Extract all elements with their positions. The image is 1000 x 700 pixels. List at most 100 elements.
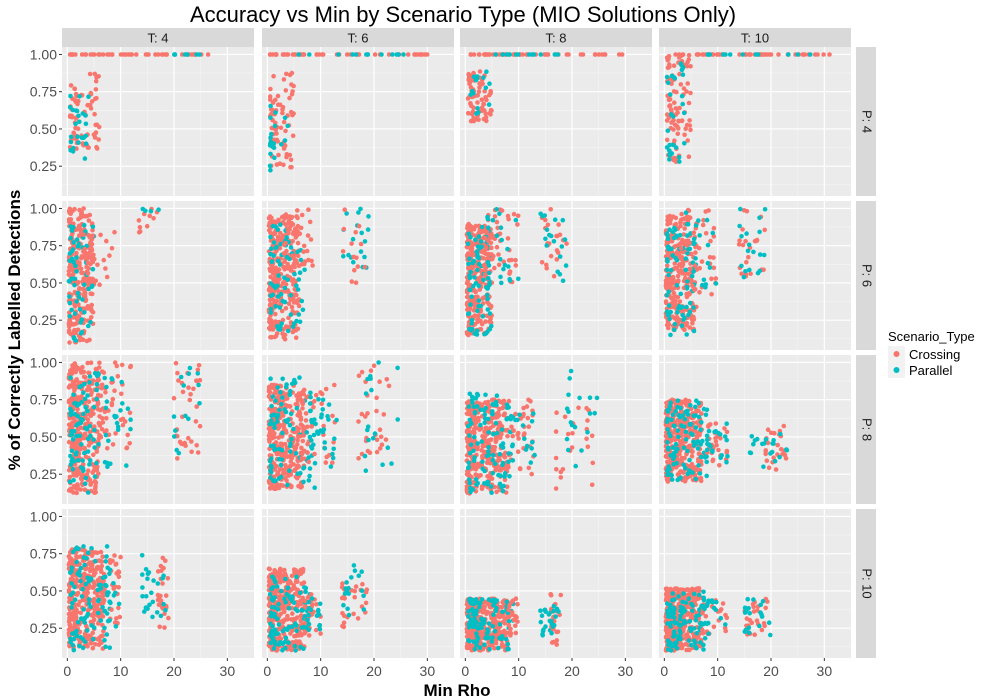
data-point	[268, 376, 273, 382]
data-point	[672, 100, 677, 105]
data-point	[272, 219, 277, 224]
data-point	[521, 411, 526, 417]
data-point	[71, 392, 76, 398]
data-point	[85, 271, 91, 276]
data-point	[682, 327, 687, 333]
data-point	[83, 251, 89, 257]
data-point	[483, 85, 489, 91]
data-point	[712, 429, 717, 435]
data-point	[292, 377, 297, 383]
data-point	[673, 145, 679, 150]
data-point	[485, 474, 490, 479]
data-point	[285, 328, 291, 334]
data-point	[191, 386, 196, 392]
data-point	[353, 280, 359, 286]
data-point	[94, 565, 100, 570]
data-point	[390, 52, 395, 57]
data-point	[693, 404, 698, 410]
data-point	[664, 137, 670, 143]
data-point	[705, 260, 711, 266]
data-point	[81, 286, 86, 292]
data-point	[83, 113, 88, 118]
data-point	[187, 397, 193, 403]
data-point	[301, 391, 307, 397]
data-point	[696, 218, 701, 223]
data-point	[696, 400, 702, 406]
data-point	[713, 281, 719, 286]
data-point	[312, 398, 317, 404]
data-point	[79, 329, 85, 335]
data-point	[90, 309, 96, 315]
data-point	[378, 434, 384, 440]
data-point	[175, 370, 180, 376]
data-point	[74, 250, 79, 256]
data-point	[269, 131, 274, 137]
y-tick-label: 1.00	[30, 200, 57, 216]
facet-strip-column	[262, 28, 454, 48]
data-point	[77, 119, 82, 125]
data-point	[675, 398, 681, 404]
data-point	[344, 52, 350, 57]
data-point	[67, 294, 72, 299]
data-point	[668, 246, 674, 252]
data-point	[466, 464, 472, 470]
data-point	[689, 461, 695, 467]
data-point	[764, 458, 770, 464]
facet-strip-label: P: 4	[860, 110, 875, 133]
data-point	[516, 276, 521, 282]
data-point	[472, 410, 478, 415]
data-point	[566, 409, 571, 415]
data-point	[751, 441, 756, 447]
data-point	[748, 450, 754, 456]
data-point	[290, 238, 296, 244]
data-point	[118, 408, 123, 413]
data-point	[477, 69, 483, 74]
data-point	[299, 445, 304, 451]
data-point	[551, 273, 557, 279]
data-point	[757, 229, 762, 235]
data-point	[301, 243, 307, 249]
data-point	[80, 297, 85, 302]
data-point	[100, 52, 106, 57]
data-point	[74, 554, 79, 559]
data-point	[695, 446, 701, 451]
data-point	[189, 449, 194, 455]
data-point	[478, 422, 483, 428]
data-point	[706, 428, 712, 434]
data-point	[273, 319, 278, 324]
data-point	[274, 451, 280, 456]
data-point	[669, 295, 674, 301]
data-point	[672, 423, 677, 429]
data-point	[304, 248, 310, 254]
data-point	[502, 411, 508, 417]
data-point	[486, 102, 492, 107]
data-point	[689, 273, 695, 279]
data-point	[88, 360, 94, 366]
facet-strip-column	[659, 28, 851, 48]
data-point	[721, 52, 726, 57]
data-point	[288, 312, 294, 317]
data-point	[79, 465, 84, 470]
data-point	[268, 135, 273, 141]
data-point	[81, 390, 86, 395]
data-point	[482, 420, 488, 426]
data-point	[87, 462, 92, 467]
data-point	[115, 374, 121, 379]
facet-strip-row	[856, 355, 876, 504]
data-point	[486, 430, 492, 435]
data-point	[271, 283, 276, 289]
data-point	[362, 254, 367, 260]
data-point	[74, 442, 79, 448]
data-point	[688, 127, 693, 133]
data-point	[67, 622, 72, 628]
data-point	[179, 441, 184, 446]
data-point	[483, 235, 488, 241]
data-point	[520, 423, 526, 428]
data-point	[280, 376, 286, 382]
data-point	[476, 313, 482, 319]
data-point	[475, 461, 481, 467]
data-point	[665, 128, 671, 133]
data-point	[496, 472, 501, 478]
data-point	[683, 126, 688, 132]
data-point	[72, 282, 77, 288]
